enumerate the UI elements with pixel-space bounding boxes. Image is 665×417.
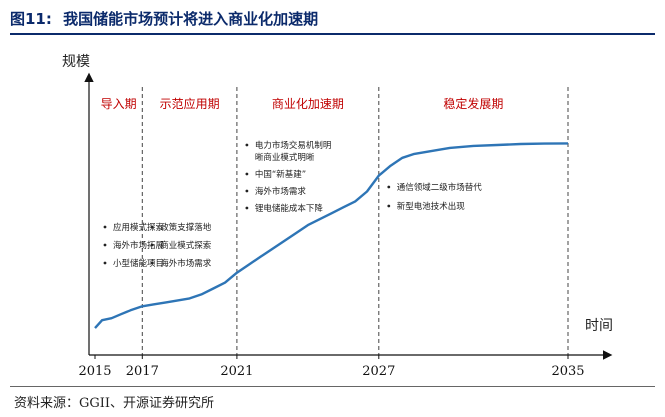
phase-note: 晰商业模式明晰: [255, 152, 315, 163]
note-bullet: [150, 243, 154, 247]
x-tick-label: 2015: [78, 364, 111, 379]
note-bullet: [103, 243, 107, 247]
figure-title-bar: 图11: 我国储能市场预计将进入商业化加速期: [10, 8, 655, 32]
title-divider: [10, 33, 655, 35]
series-line: [94, 142, 569, 329]
phase-label: 稳定发展期: [443, 96, 503, 111]
phase-label: 示范应用期: [160, 96, 220, 111]
note-bullet: [150, 225, 154, 229]
phase-note: 通信领域二级市场替代: [397, 182, 483, 193]
y-axis-label: 规模: [62, 54, 90, 70]
phase-note: 海外市场拓展: [113, 240, 165, 251]
note-bullet: [103, 261, 107, 265]
x-tick-label: 2035: [551, 364, 584, 379]
x-axis-label: 时间: [585, 318, 613, 334]
phase-note: 新型电池技术出现: [397, 201, 466, 212]
phase-note: 锂电储能成本下降: [255, 203, 324, 214]
note-bullet: [103, 225, 107, 229]
figure-number: 图11:: [10, 10, 52, 28]
figure-title: 我国储能市场预计将进入商业化加速期: [63, 10, 319, 28]
footer-divider: [10, 386, 655, 387]
phase-note: 海外市场需求: [255, 186, 307, 197]
note-bullet: [387, 204, 391, 208]
phase-note: 电力市场交易机制明: [255, 140, 332, 151]
note-bullet: [150, 261, 154, 265]
x-tick-label: 2021: [220, 364, 253, 379]
note-bullet: [245, 189, 249, 193]
x-tick-label: 2017: [126, 364, 159, 379]
phase-note: 小型储能项目: [113, 258, 164, 269]
phase-label: 导入期: [101, 97, 137, 111]
phase-note: 应用模式探索: [113, 222, 164, 233]
phase-note: 政策支撑落地: [160, 222, 212, 233]
note-bullet: [245, 206, 249, 210]
note-bullet: [245, 143, 249, 147]
phase-label: 商业化加速期: [272, 96, 344, 111]
phase-note: 中国“新基建”: [255, 169, 306, 180]
note-bullet: [387, 185, 391, 189]
phase-note: 海外市场需求: [160, 258, 212, 269]
x-tick-label: 2027: [362, 364, 395, 379]
phase-note: 商业模式探索: [160, 240, 211, 251]
source-note: 资料来源：GGII、开源证券研究所: [14, 396, 215, 411]
note-bullet: [245, 172, 249, 176]
